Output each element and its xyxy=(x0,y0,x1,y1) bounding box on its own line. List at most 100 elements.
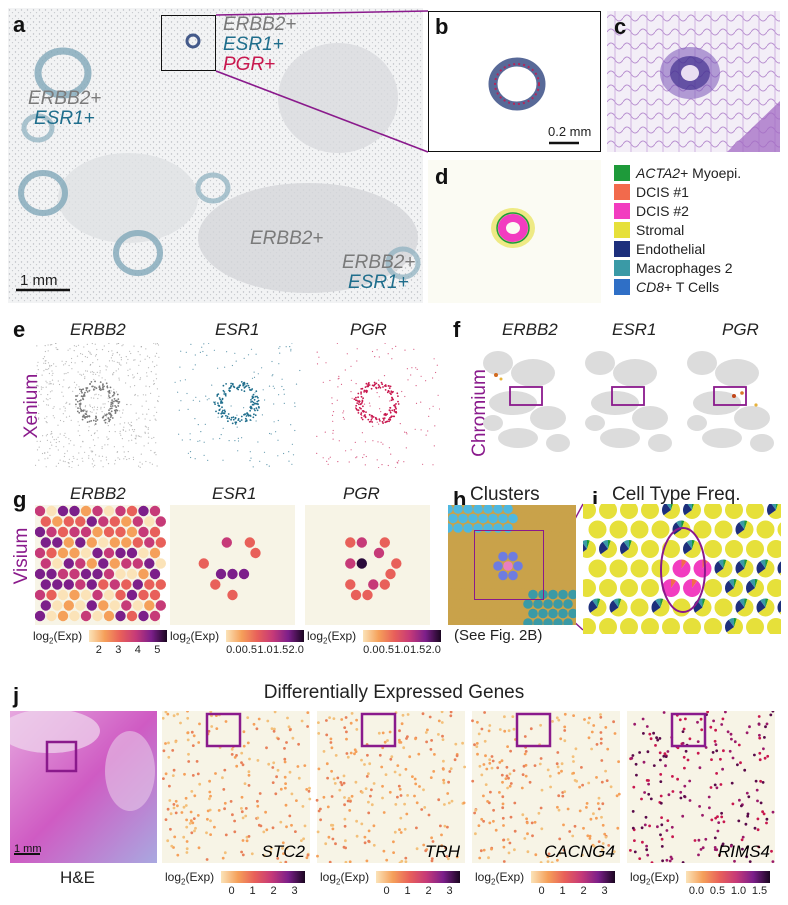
deg-gene-label: STC2 xyxy=(262,842,306,861)
freq-pie xyxy=(725,579,744,598)
freq-pie xyxy=(682,579,701,597)
freq-pie xyxy=(641,579,659,597)
colorbar-tick: 2 xyxy=(580,885,587,897)
panel-b-cells xyxy=(488,57,579,145)
colorbar-tick: 0.5 xyxy=(241,644,258,656)
colorbar-tick: 0 xyxy=(538,885,545,897)
freq-pie xyxy=(767,579,781,597)
colorbar-label: log2(Exp) xyxy=(170,629,220,646)
panel-a-callout-pgr: PGR+ xyxy=(223,54,275,76)
colorbar-tick: 2 xyxy=(95,644,102,656)
freq-pie xyxy=(756,559,775,578)
panel-a-right-esr1: ESR1+ xyxy=(348,272,409,294)
freq-pie xyxy=(609,598,628,617)
freq-pie xyxy=(641,618,659,634)
freq-pie xyxy=(609,559,628,578)
right-esr1-text: ESR1+ xyxy=(348,272,409,293)
freq-pie xyxy=(630,520,649,539)
freq-pie xyxy=(704,618,722,634)
deg-maps: STC2 TRH CACNG4 RIMS4 xyxy=(162,711,775,863)
xenium-gene-pgr: PGR xyxy=(350,320,387,339)
colorbar-tick: 2 xyxy=(270,885,277,897)
colorbar-tick: 1.0 xyxy=(394,644,410,656)
legend-label: + Myoepi. xyxy=(680,165,742,181)
he-scalebar-label: 1 mm xyxy=(14,843,42,855)
visium-map-pgr xyxy=(305,505,430,625)
clusters-map xyxy=(448,505,576,625)
legend-item: DCIS #2 xyxy=(614,202,689,220)
freq-pie xyxy=(683,504,701,519)
deg-gene-label: TRH xyxy=(425,842,461,861)
xenium-gene-esr1: ESR1 xyxy=(215,320,260,339)
panel-c-he xyxy=(607,11,780,152)
panel-h-zoom-box xyxy=(474,530,544,600)
center-erbb2-text: ERBB2+ xyxy=(250,228,324,249)
freq-pie xyxy=(756,598,775,617)
visium-gene-esr1: ESR1 xyxy=(212,484,257,503)
panel-a-callout-erbb2: ERBB2+ xyxy=(223,14,296,36)
legend-label: + T Cells xyxy=(664,279,720,295)
colorbar-label: log2(Exp) xyxy=(475,870,525,887)
freq-pie xyxy=(704,504,722,519)
legend-item: Macrophages 2 xyxy=(614,259,733,277)
chromium-umap-erbb2 xyxy=(483,351,570,452)
panel-i-image xyxy=(583,504,781,634)
he-caption: H&E xyxy=(60,868,95,887)
colorbar-deg-0: log2(Exp) 0 1 2 3 xyxy=(165,868,309,898)
colorbar-tick: 2 xyxy=(425,885,432,897)
panel-a-callout-esr1: ESR1+ xyxy=(223,34,284,56)
colorbar-tick: 1.0 xyxy=(730,885,747,897)
colorbar-tick: 1.5 xyxy=(409,644,426,656)
freq-pie xyxy=(725,504,743,519)
freq-pie xyxy=(583,579,596,597)
colorbar-tick: 1 xyxy=(249,885,256,897)
callout-pgr-text: PGR+ xyxy=(223,54,276,75)
chromium-gene-erbb2: ERBB2 xyxy=(502,320,558,339)
freq-pie xyxy=(662,618,680,634)
left-esr1-text: ESR1+ xyxy=(34,108,95,129)
panel-b-image xyxy=(428,11,601,152)
freq-pie xyxy=(651,520,670,539)
legend-swatch xyxy=(614,260,630,276)
colorbar-tick: 0.0 xyxy=(363,644,379,656)
colorbar-tick: 0 xyxy=(383,885,390,897)
colorbar-deg-3: log2(Exp) 0.0 0.5 1.0 1.5 xyxy=(630,868,774,898)
panel-a-right-erbb2: ERBB2+ xyxy=(342,252,415,274)
legend-item: ACTA2 + Myoepi. xyxy=(614,164,741,182)
deg-map-cacng4: CACNG4 xyxy=(471,711,621,863)
freq-pie xyxy=(583,540,596,558)
callout-esr1-text: ESR1+ xyxy=(223,34,284,55)
visium-row-label: Visium xyxy=(11,527,32,585)
freq-pie xyxy=(630,598,649,617)
panel-label-e: e xyxy=(13,317,26,342)
freq-pie xyxy=(746,618,764,634)
colorbar-tick: 1 xyxy=(404,885,411,897)
cell-type-freq-title: Cell Type Freq. xyxy=(612,484,741,505)
freq-pie xyxy=(735,520,754,539)
panel-label-i: i xyxy=(592,487,599,512)
freq-pie xyxy=(767,618,781,634)
freq-pie xyxy=(672,559,691,578)
colorbar-label: log2(Exp) xyxy=(165,870,215,887)
legend-swatch xyxy=(614,165,630,181)
panel-d-cells xyxy=(491,208,535,248)
cell-type-freq-pies xyxy=(583,504,781,634)
colorbar-label: log2(Exp) xyxy=(630,870,680,887)
freq-pie xyxy=(756,520,775,539)
deg-title: Differentially Expressed Genes xyxy=(263,682,525,703)
freq-pie xyxy=(777,600,781,615)
visium-gene-erbb2: ERBB2 xyxy=(70,484,126,503)
freq-pie xyxy=(714,520,733,539)
panel-a-scalebar-label: 1 mm xyxy=(20,272,58,289)
colorbar-tick: 2.0 xyxy=(425,644,441,656)
panel-c-image xyxy=(607,11,780,152)
right-erbb2-text: ERBB2+ xyxy=(342,252,416,273)
freq-pie xyxy=(620,618,638,634)
freq-pie xyxy=(714,598,733,617)
xenium-map-esr1 xyxy=(174,343,301,468)
freq-pie xyxy=(735,598,754,617)
panel-b-scalebar-label: 0.2 mm xyxy=(548,124,592,139)
colorbar-tick: 1.5 xyxy=(272,644,289,656)
freq-pie xyxy=(651,598,670,617)
colorbar-gradient xyxy=(363,630,441,642)
